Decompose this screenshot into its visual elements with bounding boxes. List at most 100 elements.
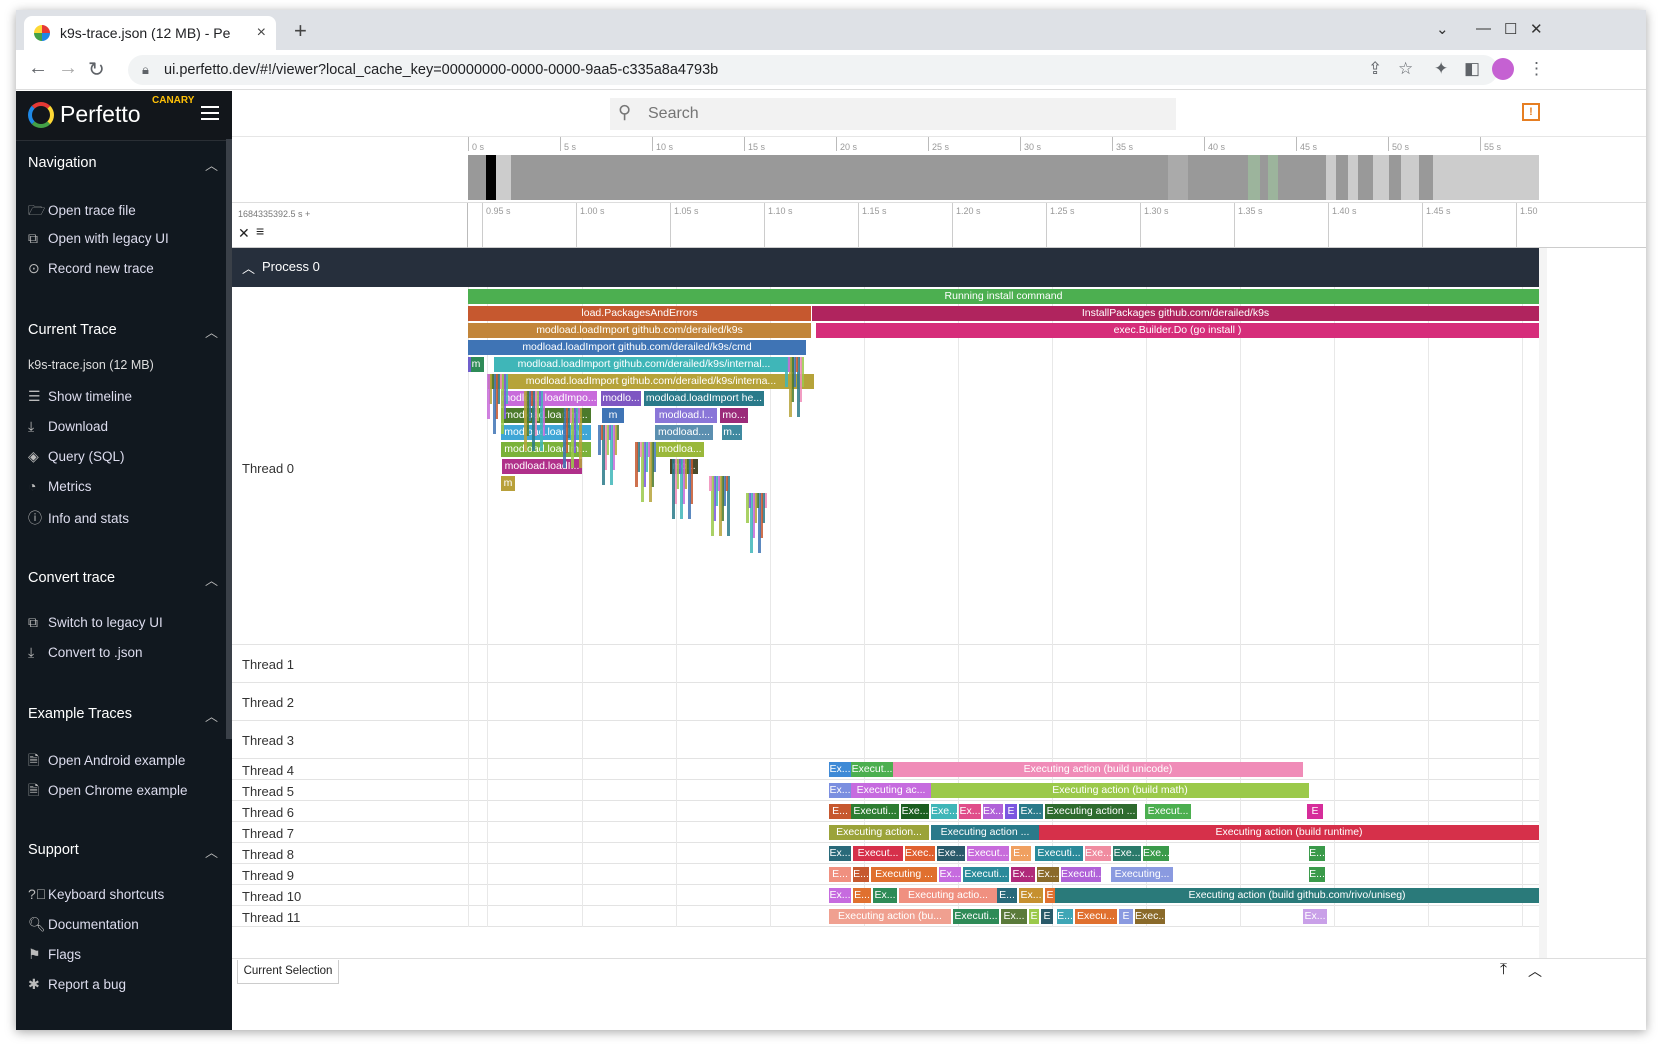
action-slice[interactable]: Executing ac... [851,783,931,798]
chevron-up-icon[interactable]: ︿ [204,158,218,173]
thread-track[interactable] [232,843,1539,864]
action-slice[interactable]: Exec... [905,846,935,861]
action-slice[interactable]: E [1005,804,1017,819]
close-window-icon[interactable]: ✕ [1530,21,1543,38]
thread0-slice[interactable]: modload.loadImport github.com/derailed/k… [468,340,806,355]
extensions-icon[interactable]: ✦ [1434,59,1449,78]
star-icon[interactable]: ☆ [1398,59,1414,78]
search-input[interactable] [648,104,1148,124]
thread0-slice[interactable]: modload.loadIm... [501,442,591,457]
action-slice[interactable]: Exe... [937,846,965,861]
action-slice[interactable]: Ex... [829,783,851,798]
action-slice[interactable]: Ex... [1303,909,1327,924]
action-slice[interactable]: Executing action (bu... [829,909,951,924]
hamburger-menu-icon[interactable] [201,106,219,120]
action-slice[interactable]: Exe... [1085,846,1111,861]
action-slice[interactable]: Ex... [829,846,851,861]
thread-track[interactable] [232,864,1539,885]
action-slice[interactable]: Execut... [853,846,903,861]
action-slice[interactable]: Executing action (build github.com/rivo/… [1055,888,1539,903]
thread0-slice[interactable]: m [501,476,515,491]
sort-lines-icon[interactable]: ≡ [256,223,265,239]
menu-icon[interactable]: ⋮ [1528,59,1545,78]
sidebar-item-info[interactable]: ⓘ Info and stats [28,508,129,528]
thread-track[interactable] [232,287,1539,645]
thread0-slice[interactable]: InstallPackages github.com/derailed/k9s [812,306,1539,321]
sidebar-item-documentation[interactable]: 🔍︎ Documentation [28,916,139,933]
sidebar-item-android-example[interactable]: 🗎︎ Open Android example [28,750,185,774]
action-slice[interactable]: Ex... [1001,909,1027,924]
tab-current-selection[interactable]: Current Selection [237,960,339,984]
action-slice[interactable]: Executing ... [871,867,937,882]
profile-icon[interactable] [1492,58,1514,80]
sidebar-item-metrics[interactable]: ◔ Metrics [28,478,92,494]
overview-timeline[interactable]: 0 s 5 s 10 s 15 s 20 s 25 s 30 s 35 s 40 s 45 s 50… [232,137,1646,203]
action-slice[interactable]: Execu... [1075,909,1117,924]
minimize-icon[interactable]: — [1476,20,1491,37]
sidebar-item-chrome-example[interactable]: 🗎︎ Open Chrome example [28,780,188,804]
action-slice[interactable]: E... [829,867,851,882]
action-slice[interactable]: Exec... [1135,909,1165,924]
thread0-slice[interactable]: m [602,408,624,423]
action-slice[interactable]: E [1119,909,1133,924]
action-slice[interactable]: Execut... [851,762,893,777]
thread-track[interactable] [232,780,1539,801]
omnibox[interactable]: ⚲ [610,98,1176,130]
thread-track[interactable] [232,822,1539,843]
action-slice[interactable]: Ex... [873,888,897,903]
thread-track[interactable] [232,759,1539,780]
thread-track[interactable] [232,906,1539,927]
action-slice[interactable]: Execut... [1145,804,1191,819]
thread-track[interactable] [232,683,1539,721]
action-slice[interactable]: Executing action ... [1045,804,1137,819]
action-slice[interactable]: E... [853,888,871,903]
reload-icon[interactable]: ↻ [88,59,105,81]
action-slice[interactable]: E [1029,909,1039,924]
feedback-alert-icon[interactable]: ! [1522,103,1540,121]
sidebar-item-switch-legacy[interactable]: ⧉ Switch to legacy UI [28,614,163,631]
action-slice[interactable]: E... [829,804,851,819]
sidebar-item-download[interactable]: ⤓ Download [28,418,108,435]
action-slice[interactable]: Executing action ... [931,825,1039,840]
action-slice[interactable]: Executing action (build math) [931,783,1309,798]
action-slice[interactable]: Ex... [983,804,1003,819]
thread0-slice[interactable]: modlo... [601,391,641,406]
sidebar-item-legacy-ui[interactable]: ⧉ Open with legacy UI [28,230,169,247]
section-convert-trace[interactable]: Convert trace ︿ [28,570,218,588]
sidepanel-icon[interactable]: ◧ [1464,59,1481,78]
action-slice[interactable]: Ex... [1019,888,1043,903]
action-slice[interactable]: Ex... [959,804,981,819]
action-slice[interactable]: Ex... [829,762,851,777]
action-slice[interactable]: Executi... [1061,867,1101,882]
action-slice[interactable]: E [1307,804,1323,819]
thread0-slice[interactable]: m... [722,425,742,440]
address-bar[interactable]: 🔒︎ ui.perfetto.dev/#!/viewer?local_cache… [128,55,1498,85]
back-icon[interactable]: ← [28,57,48,79]
section-current-trace[interactable]: Current Trace ︿ [28,322,218,340]
action-slice[interactable]: Executi... [953,909,999,924]
thread0-slice[interactable]: m [468,357,484,372]
thread0-slice[interactable]: Running install command [468,289,1539,304]
forward-icon[interactable]: → [58,57,78,79]
action-slice[interactable]: Exe... [1143,846,1169,861]
thread-track[interactable] [232,721,1539,759]
chevron-up-icon[interactable]: ︿ [204,325,218,340]
thread-track[interactable] [232,645,1539,683]
sidebar-item-record[interactable]: ⊙ Record new trace [28,260,154,277]
thread0-slice[interactable]: modload.loadImport he... [644,391,764,406]
thread0-slice[interactable]: load.PackagesAndErrors [468,306,811,321]
new-tab-icon[interactable]: + [294,18,307,43]
thread0-slice[interactable]: modload.... [655,425,713,440]
action-slice[interactable]: Exe... [1113,846,1141,861]
action-slice[interactable]: E [1041,909,1053,924]
action-slice[interactable]: Executing... [1111,867,1173,882]
action-slice[interactable]: Ex... [1019,804,1043,819]
sidebar-item-query[interactable]: ◈ Query (SQL) [28,448,125,465]
sidebar-item-convert-json[interactable]: ⤓ Convert to .json [28,644,143,661]
action-slice[interactable]: Exe... [901,804,929,819]
browser-tab[interactable]: k9s-trace.json (12 MB) - Pe × [24,16,276,50]
thread-track[interactable] [232,885,1539,906]
chevron-up-icon[interactable]: ︿ [242,261,256,276]
action-slice[interactable]: Ex... [1011,867,1035,882]
thread0-slice[interactable]: modloa... [656,442,704,457]
